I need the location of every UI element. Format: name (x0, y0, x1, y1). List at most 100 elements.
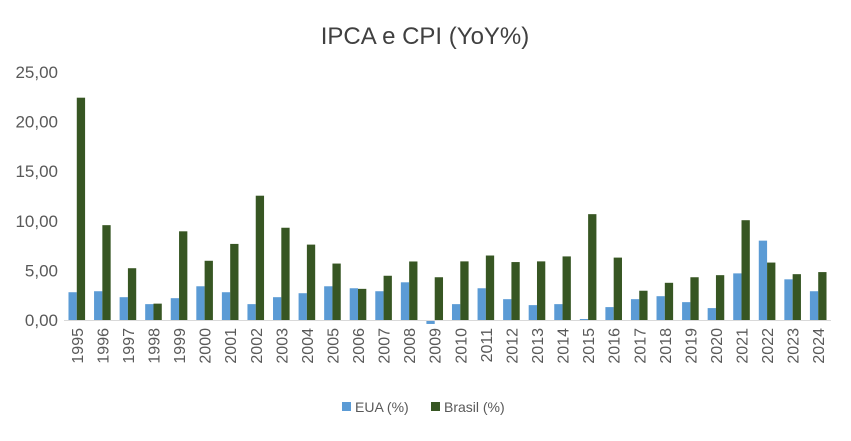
x-tick-label: 2011 (479, 328, 496, 363)
chart-title: IPCA e CPI (YoY%) (321, 23, 530, 50)
legend-label-eua: EUA (%) (355, 399, 409, 415)
x-tick-label: 2013 (530, 328, 547, 364)
bar-brasil-1996 (102, 225, 111, 320)
x-tick-label: 1995 (70, 328, 87, 364)
bar-eua-1995 (68, 292, 77, 320)
bar-brasil-2018 (664, 282, 674, 320)
x-tick-label: 1998 (146, 328, 163, 364)
bar-brasil-2000 (204, 260, 213, 320)
y-tick-label: 5,00 (25, 261, 58, 280)
x-tick-label: 2020 (709, 328, 726, 364)
bar-brasil-2007 (383, 275, 392, 320)
bar-eua-1997 (119, 297, 128, 320)
bar-eua-2007 (375, 291, 384, 320)
bar-brasil-2003 (281, 227, 290, 320)
bar-brasil-2021 (741, 220, 750, 320)
bar-brasil-2011 (485, 255, 495, 320)
bar-eua-2008 (400, 282, 410, 320)
x-tick-label: 2012 (504, 328, 521, 364)
x-tick-label: 2017 (632, 328, 649, 364)
x-tick-label: 2010 (453, 328, 470, 364)
bar-eua-1996 (94, 291, 103, 320)
y-axis: 0,00 5,00 10,00 15,00 20,00 25,00 (15, 63, 58, 330)
y-tick-label: 25,00 (15, 63, 58, 82)
bars (68, 97, 827, 324)
bar-eua-2018 (656, 296, 665, 320)
bar-brasil-2013 (536, 261, 546, 320)
bar-eua-2024 (809, 291, 819, 320)
bar-eua-1999 (170, 298, 180, 320)
bar-brasil-1998 (153, 303, 162, 320)
bar-brasil-2014 (562, 256, 571, 320)
bar-eua-2022 (758, 240, 768, 320)
bar-brasil-2009 (434, 277, 444, 320)
x-tick-label: 2015 (581, 328, 598, 364)
x-tick-label: 1996 (95, 328, 112, 364)
bar-brasil-2017 (639, 290, 648, 320)
bar-eua-1998 (145, 304, 154, 320)
bar-eua-2009 (426, 320, 435, 324)
legend-label-brasil: Brasil (%) (444, 399, 505, 415)
x-tick-label: 2008 (402, 328, 419, 364)
x-tick-label: 1997 (121, 328, 138, 364)
x-tick-label: 2016 (607, 328, 624, 364)
x-tick-label: 2009 (428, 328, 445, 364)
bar-brasil-2008 (409, 261, 418, 320)
bar-eua-2021 (733, 273, 742, 320)
bar-brasil-1997 (127, 268, 137, 320)
bar-eua-2005 (324, 286, 333, 320)
bar-brasil-1995 (76, 97, 86, 320)
x-tick-label: 2024 (811, 328, 828, 364)
y-tick-label: 20,00 (15, 113, 58, 132)
bar-eua-2013 (528, 305, 537, 320)
x-tick-label: 2003 (274, 328, 291, 364)
legend: EUA (%) Brasil (%) (342, 399, 505, 415)
bar-brasil-2024 (818, 272, 827, 320)
x-tick-label: 2001 (223, 328, 240, 364)
bar-eua-2011 (477, 288, 486, 320)
x-tick-label: 2000 (198, 328, 215, 364)
bar-eua-2006 (349, 288, 359, 320)
bar-eua-2012 (503, 299, 512, 320)
y-tick-label: 15,00 (15, 162, 58, 181)
bar-brasil-2020 (715, 275, 725, 320)
legend-swatch-eua (342, 402, 351, 411)
bar-brasil-2023 (792, 274, 801, 320)
bar-brasil-2015 (588, 214, 597, 320)
bar-brasil-2006 (358, 288, 367, 320)
x-tick-label: 2014 (556, 328, 573, 364)
bar-brasil-2005 (332, 263, 341, 320)
bar-brasil-1999 (179, 231, 188, 320)
bar-brasil-2022 (767, 262, 776, 320)
bar-brasil-2012 (511, 262, 520, 320)
y-tick-label: 10,00 (15, 212, 58, 231)
y-tick-label: 0,00 (25, 311, 58, 330)
bar-brasil-2019 (690, 277, 699, 320)
bar-eua-2020 (707, 308, 716, 320)
bar-eua-2019 (682, 302, 691, 320)
x-axis: 1995 1996 1997 1998 1999 2000 2001 2002 2003 2004… (70, 328, 828, 364)
x-tick-label: 2004 (300, 328, 317, 364)
x-tick-label: 2022 (760, 328, 777, 364)
x-tick-label: 2002 (249, 328, 266, 364)
bar-brasil-2016 (613, 257, 622, 320)
x-tick-label: 1999 (172, 328, 189, 364)
legend-swatch-brasil (431, 402, 440, 411)
bar-brasil-2002 (255, 195, 265, 320)
x-tick-label: 2023 (786, 328, 803, 364)
bar-eua-2017 (630, 299, 640, 320)
x-tick-label: 2007 (377, 328, 394, 364)
bar-eua-2023 (784, 279, 793, 320)
x-tick-label: 2019 (683, 328, 700, 364)
x-tick-label: 2006 (351, 328, 368, 364)
bar-eua-2002 (247, 304, 256, 320)
bar-eua-2015 (579, 319, 589, 320)
x-tick-label: 2018 (658, 328, 675, 364)
bar-eua-2000 (196, 286, 205, 320)
bar-eua-2016 (605, 307, 614, 320)
bar-eua-2001 (221, 292, 231, 320)
bar-eua-2010 (451, 304, 461, 320)
x-tick-label: 2005 (325, 328, 342, 364)
bar-brasil-2010 (460, 261, 469, 320)
